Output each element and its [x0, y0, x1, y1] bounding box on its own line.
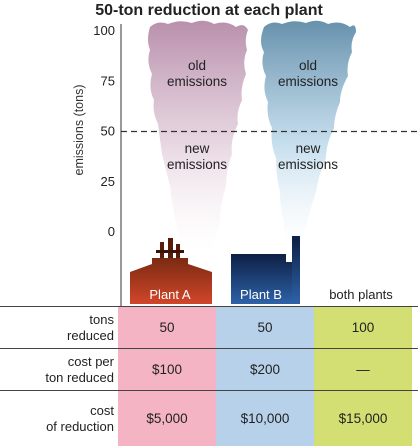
both-plants-cell: $15,000: [314, 391, 412, 446]
y-tick-label: 0: [108, 224, 115, 239]
both-plants-cell: 100: [314, 307, 412, 348]
old-emissions-label: emissions: [278, 74, 338, 89]
plant-b-cell: $10,000: [216, 391, 314, 446]
new-emissions-label: new: [185, 141, 210, 156]
table-row: cost per ton reduced $100 $200 —: [0, 349, 418, 390]
plant-b-label: Plant B: [240, 287, 282, 302]
plant-b-smoke-plume: [261, 20, 356, 249]
new-emissions-label: emissions: [167, 157, 227, 172]
plant-a-factory: [130, 238, 212, 304]
table-row: cost of reduction $5,000 $10,000 $15,000: [0, 391, 418, 446]
row-label: cost per ton reduced: [45, 353, 114, 385]
plant-b-cell: $200: [216, 349, 314, 390]
plant-a-cell: $5,000: [118, 391, 216, 446]
table-row: tons reduced 50 50 100: [0, 307, 418, 348]
plant-b-cell: 50: [216, 307, 314, 348]
chart-title: 50-ton reduction at each plant: [95, 2, 323, 19]
new-emissions-label: new: [296, 141, 321, 156]
row-label: cost of reduction: [46, 402, 114, 434]
old-emissions-label: old: [299, 58, 317, 73]
y-tick-label: 25: [101, 174, 115, 189]
plant-a-cell: $100: [118, 349, 216, 390]
row-label: tons reduced: [67, 311, 114, 343]
plant-a-cell: 50: [118, 307, 216, 348]
plant-a-smoke-plume: [148, 20, 248, 251]
old-emissions-label: emissions: [167, 74, 227, 89]
cost-table: tons reduced 50 50 100 cost per ton reduce…: [0, 306, 418, 446]
y-tick-label: 100: [93, 23, 115, 38]
y-tick-label: 75: [101, 73, 115, 88]
y-axis-label: emissions (tons): [72, 85, 86, 176]
both-plants-cell: —: [314, 349, 412, 390]
both-plants-label: both plants: [329, 287, 393, 302]
plant-a-label: Plant A: [149, 287, 191, 302]
plant-b-factory: [231, 236, 300, 304]
old-emissions-label: old: [188, 58, 206, 73]
new-emissions-label: emissions: [278, 157, 338, 172]
y-tick-label: 50: [101, 124, 115, 139]
